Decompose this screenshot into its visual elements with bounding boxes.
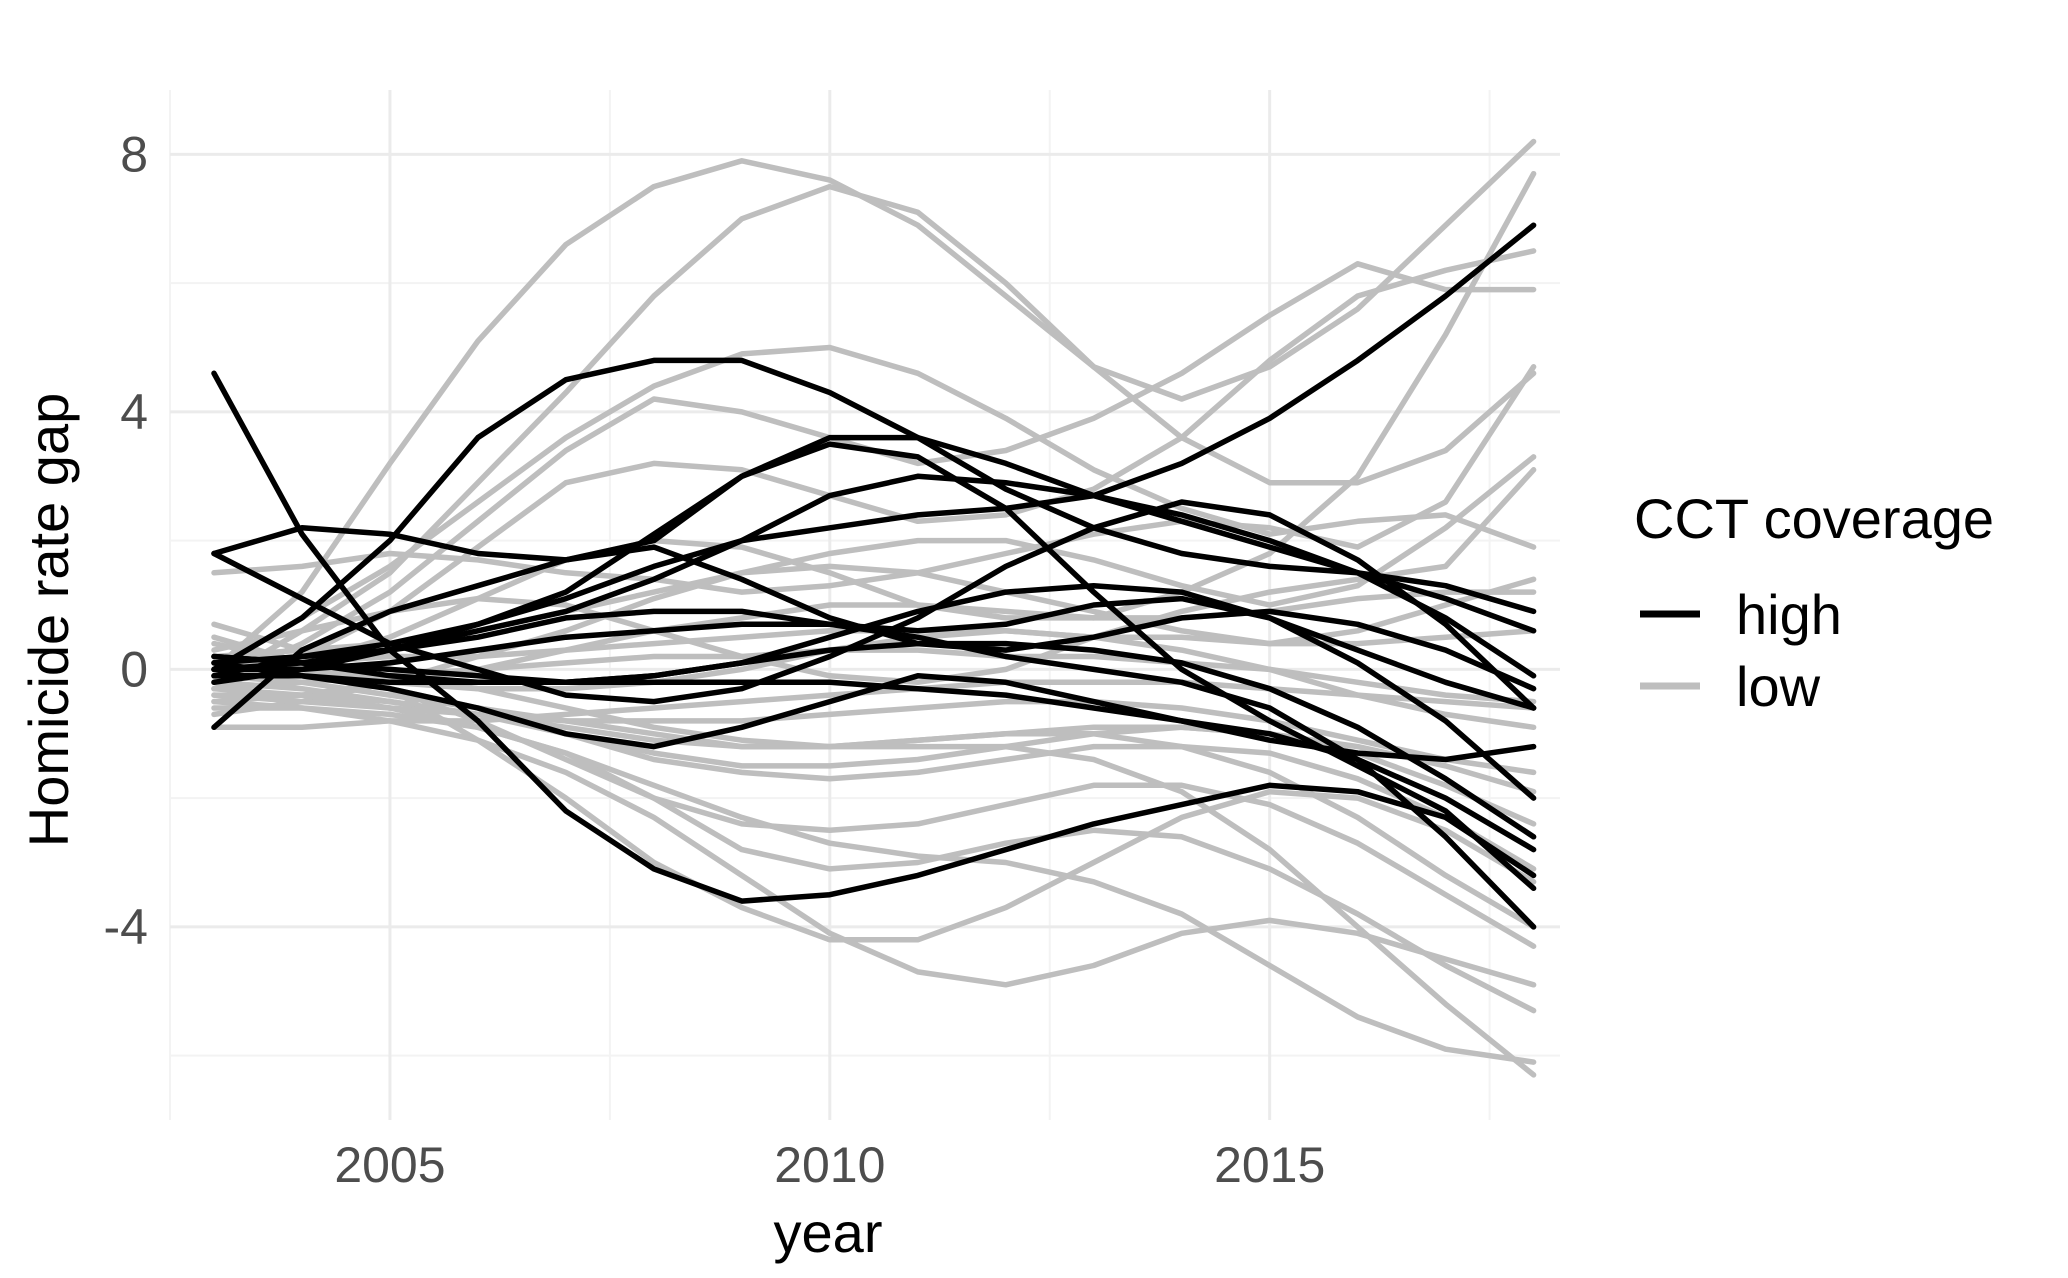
series-line-low — [211, 183, 1537, 686]
series-line-high — [211, 473, 1537, 679]
series-line-high — [211, 582, 1537, 801]
x-axis-title: year — [774, 1201, 883, 1264]
series-line-low — [211, 248, 1537, 692]
series-line-high — [211, 595, 1537, 711]
series-line-low — [211, 364, 1537, 595]
x-tick-label: 2010 — [774, 1137, 885, 1193]
series-line-low — [211, 170, 1537, 666]
series-line-low — [211, 692, 1537, 776]
series-line-low — [211, 344, 1537, 673]
legend-label-low: low — [1736, 655, 1821, 718]
series-line-low — [211, 454, 1537, 718]
series-line-high — [211, 357, 1537, 673]
y-axis-tick-labels: -4 0 4 8 — [104, 126, 148, 955]
series-line-low — [211, 673, 1537, 930]
series-line-low — [211, 685, 1537, 1065]
high-coverage-series-group — [211, 222, 1537, 930]
series-line-high — [211, 653, 1537, 853]
series-line-low — [211, 640, 1537, 949]
x-tick-label: 2005 — [334, 1137, 445, 1193]
y-tick-label: -4 — [104, 899, 148, 955]
y-axis-title: Homicide rate gap — [17, 393, 80, 847]
series-line-low — [211, 589, 1537, 705]
series-line-low — [211, 698, 1537, 988]
series-line-high — [211, 640, 1537, 840]
series-line-high — [211, 434, 1537, 666]
x-tick-label: 2015 — [1214, 1137, 1325, 1193]
legend: CCT coverage high low — [1634, 487, 1994, 718]
y-tick-label: 0 — [120, 641, 148, 697]
legend-label-high: high — [1736, 583, 1842, 646]
series-line-low — [211, 467, 1537, 686]
series-line-high — [211, 621, 1537, 930]
series-line-high — [211, 370, 1537, 904]
series-line-high — [211, 441, 1537, 892]
series-line-low — [211, 692, 1537, 872]
legend-title: CCT coverage — [1634, 487, 1994, 550]
y-tick-label: 8 — [120, 126, 148, 182]
y-tick-label: 4 — [120, 384, 148, 440]
x-axis-tick-labels: 2005 2010 2015 — [334, 1137, 1325, 1193]
low-coverage-series-group — [211, 138, 1537, 1078]
series-line-high — [211, 222, 1537, 673]
series-line-low — [211, 138, 1537, 673]
